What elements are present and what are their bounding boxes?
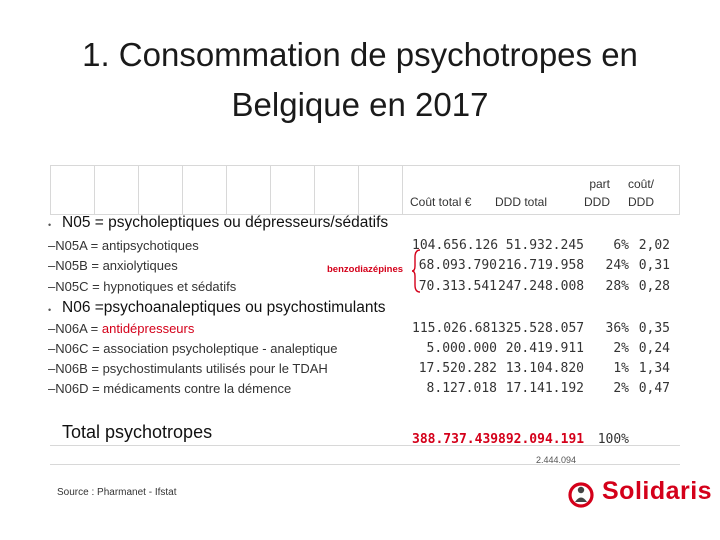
cout-ddd-n06b: 1,34 xyxy=(638,361,670,376)
ddd-n05a: 51.932.245 xyxy=(505,238,584,253)
row-n05b: –N05B = anxiolytiques xyxy=(48,258,178,273)
cout-ddd-n06d: 0,47 xyxy=(638,381,670,396)
grid-line xyxy=(679,165,680,215)
total-cost: 388.737.439 xyxy=(412,432,499,447)
cout-ddd-n06a: 0,35 xyxy=(638,321,670,336)
cout-ddd-n05a: 2,02 xyxy=(638,238,670,253)
grid-line xyxy=(270,165,271,215)
part-n05a: 6% xyxy=(613,238,629,253)
cost-n06c: 5.000.000 xyxy=(426,341,497,356)
grid-line xyxy=(182,165,183,215)
solidaris-person-icon xyxy=(568,482,594,508)
grid-line xyxy=(226,165,227,215)
row-n05c: –N05C = hypnotiques et sédatifs xyxy=(48,279,236,294)
total-footnote: 2.444.094 xyxy=(536,455,577,465)
source-note: Source : Pharmanet - Ifstat xyxy=(57,487,177,498)
grid-line xyxy=(314,165,315,215)
row-dash: – xyxy=(48,361,56,376)
brace-icon xyxy=(411,249,421,293)
cost-n06a: 115.026.681 xyxy=(412,321,499,336)
benzodiazepines-note: benzodiazépines xyxy=(327,264,404,275)
row-dash: – xyxy=(48,258,56,273)
grid-line xyxy=(402,165,403,215)
row-label: antipsychotiques xyxy=(101,238,199,253)
ddd-n06b: 13.104.820 xyxy=(505,361,584,376)
row-label: hypnotiques et sédatifs xyxy=(103,279,237,294)
row-dash: – xyxy=(48,341,56,356)
header-part-line2: DDD xyxy=(584,195,610,209)
part-n06a: 36% xyxy=(605,321,629,336)
cost-n06d: 8.127.018 xyxy=(426,381,497,396)
row-n06b: –N06B = psychostimulants utilisés pour l… xyxy=(48,361,328,376)
cost-n05b: 68.093.790 xyxy=(418,258,497,273)
cost-n05c: 70.313.541 xyxy=(418,279,497,294)
ddd-n05b: 216.719.958 xyxy=(498,258,585,273)
row-code: N06A = xyxy=(55,321,102,336)
part-n06d: 2% xyxy=(613,381,629,396)
row-label: antidépresseurs xyxy=(101,321,195,336)
grid-line xyxy=(50,214,680,215)
section-n05-title: N05 = psycholeptiques ou dépresseurs/séd… xyxy=(62,214,389,231)
ddd-n06d: 17.141.192 xyxy=(505,381,584,396)
grid-line xyxy=(94,165,95,215)
part-n06c: 2% xyxy=(613,341,629,356)
cost-n05a: 104.656.126 xyxy=(412,238,499,253)
row-n06a: –N06A = antidépresseurs xyxy=(48,321,194,336)
row-code: N05B = xyxy=(55,258,103,273)
grid-line xyxy=(50,165,51,215)
row-n06d: –N06D = médicaments contre la démence xyxy=(48,381,291,396)
solidaris-logo-text: Solidaris xyxy=(602,477,713,505)
bullet-icon: • xyxy=(48,220,52,230)
row-code: N06D = xyxy=(55,381,104,396)
grid-line xyxy=(50,464,680,465)
cost-n06b: 17.520.282 xyxy=(418,361,497,376)
row-code: N05C = xyxy=(55,279,104,294)
ddd-n06c: 20.419.911 xyxy=(505,341,584,356)
header-cout-ddd-line1: coût/ xyxy=(628,177,655,191)
row-label: médicaments contre la démence xyxy=(103,381,292,396)
ddd-n05c: 247.248.008 xyxy=(498,279,585,294)
row-n05a: –N05A = antipsychotiques xyxy=(48,238,199,253)
total-ddd: 892.094.191 xyxy=(498,432,585,447)
cout-ddd-n06c: 0,24 xyxy=(638,341,670,356)
header-cout-total: Coût total € xyxy=(410,195,472,209)
row-dash: – xyxy=(48,381,56,396)
row-dash: – xyxy=(48,279,56,294)
total-part: 100% xyxy=(597,432,629,447)
bullet-icon: • xyxy=(48,305,52,315)
section-n06-title: N06 =psychoanaleptiques ou psychostimula… xyxy=(62,299,386,316)
row-code: N06C = xyxy=(55,341,104,356)
title-line-2: Belgique en 2017 xyxy=(231,86,489,123)
total-label: Total psychotropes xyxy=(62,422,213,442)
row-code: N06B = xyxy=(55,361,103,376)
grid-line xyxy=(50,165,680,166)
row-dash: – xyxy=(48,238,56,253)
header-part-line1: part xyxy=(589,177,610,191)
row-label: association psycholeptique - analeptique xyxy=(103,341,338,356)
slide-title: 1. Consommation de psychotropes en Belgi… xyxy=(0,30,720,130)
part-n05b: 24% xyxy=(605,258,629,273)
row-label: psychostimulants utilisés pour le TDAH xyxy=(102,361,328,376)
part-n06b: 1% xyxy=(613,361,629,376)
row-code: N05A = xyxy=(55,238,102,253)
part-n05c: 28% xyxy=(605,279,629,294)
title-line-1: 1. Consommation de psychotropes en xyxy=(82,36,638,73)
cout-ddd-n05c: 0,28 xyxy=(638,279,670,294)
background-grid xyxy=(50,165,680,465)
grid-line xyxy=(138,165,139,215)
grid-line xyxy=(50,445,680,446)
cout-ddd-n05b: 0,31 xyxy=(638,258,670,273)
row-dash: – xyxy=(48,321,56,336)
grid-line xyxy=(358,165,359,215)
header-cout-ddd-line2: DDD xyxy=(628,195,654,209)
row-n06c: –N06C = association psycholeptique - ana… xyxy=(48,341,337,356)
header-ddd-total: DDD total xyxy=(495,195,548,209)
row-label: anxiolytiques xyxy=(102,258,178,273)
ddd-n06a: 325.528.057 xyxy=(498,321,585,336)
